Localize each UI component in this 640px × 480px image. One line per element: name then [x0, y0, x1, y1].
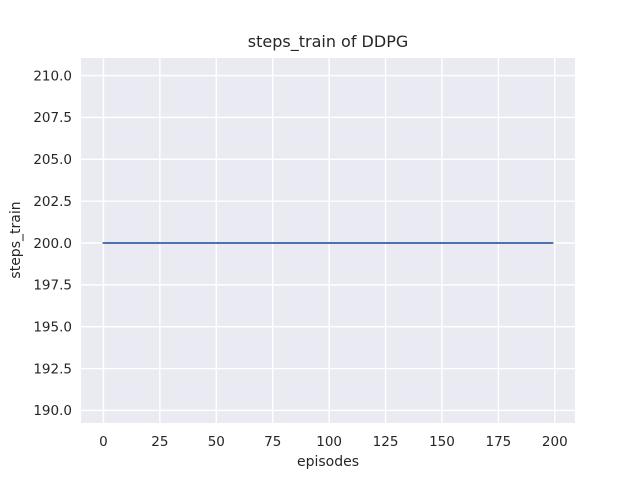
y-axis-label: steps_train: [8, 201, 24, 279]
x-tick-label: 150: [429, 434, 455, 450]
x-tick-label: 200: [542, 434, 568, 450]
plot-background: [81, 58, 575, 423]
x-axis-label: episodes: [296, 454, 360, 470]
x-tick-label: 0: [99, 434, 108, 450]
x-tick-label: 50: [208, 434, 225, 450]
x-tick-label: 125: [373, 434, 399, 450]
y-tick-label: 200.0: [33, 236, 72, 252]
y-tick-label: 207.5: [33, 110, 72, 126]
x-tick-label: 75: [264, 434, 281, 450]
y-tick-label: 210.0: [33, 68, 72, 84]
chart-title: steps_train of DDPG: [247, 32, 409, 51]
x-tick-label: 175: [485, 434, 511, 450]
y-tick-label: 195.0: [33, 320, 72, 336]
y-tick-label: 192.5: [33, 361, 72, 377]
y-tick-label: 205.0: [33, 152, 72, 168]
x-tick-label: 100: [316, 434, 342, 450]
y-tick-label: 202.5: [33, 194, 72, 210]
y-tick-label: 190.0: [33, 403, 72, 419]
y-tick-label: 197.5: [33, 278, 72, 294]
x-tick-label: 25: [151, 434, 168, 450]
